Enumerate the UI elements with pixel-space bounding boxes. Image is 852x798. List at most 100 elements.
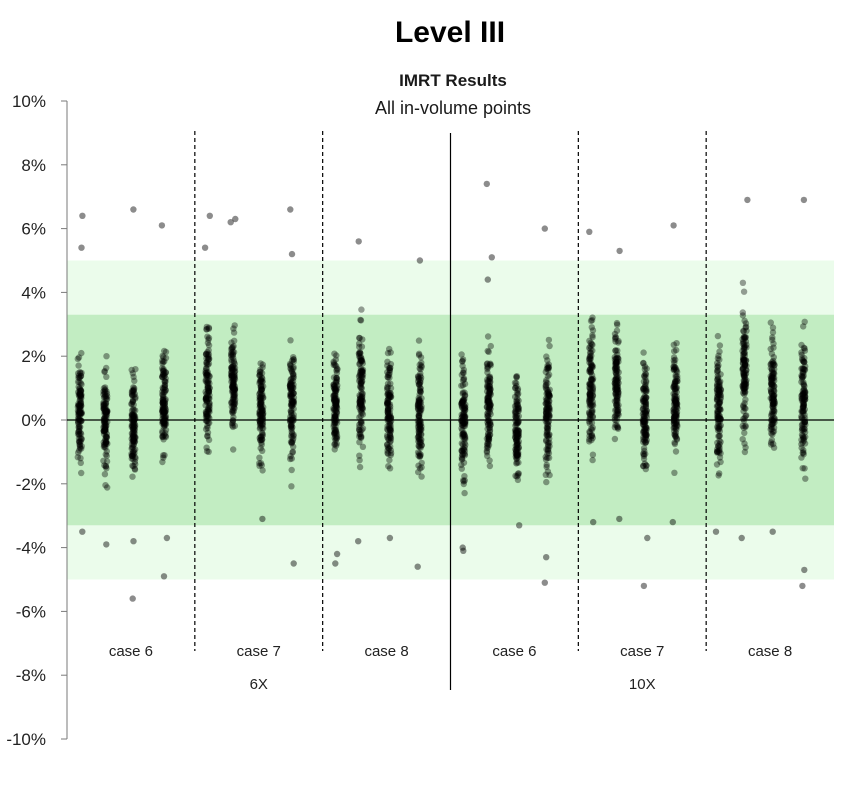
data-point <box>717 394 724 401</box>
data-point <box>228 375 235 382</box>
data-point <box>612 384 619 391</box>
data-point <box>545 364 552 371</box>
data-point <box>741 368 748 376</box>
data-point <box>358 426 365 434</box>
data-point <box>386 374 393 381</box>
data-point <box>130 436 137 443</box>
data-point <box>483 403 491 410</box>
data-point <box>256 396 263 404</box>
data-point <box>670 364 677 371</box>
data-point <box>387 360 395 368</box>
data-point <box>257 433 264 441</box>
data-point <box>203 371 210 379</box>
data-point <box>612 358 619 365</box>
data-point <box>418 426 425 433</box>
data-point <box>386 412 394 419</box>
data-point <box>287 423 295 430</box>
data-point <box>512 409 520 416</box>
data-point <box>358 378 365 385</box>
data-point <box>102 421 109 429</box>
data-point <box>714 446 721 453</box>
data-point <box>418 359 425 366</box>
data-point <box>359 336 366 343</box>
data-point <box>414 378 422 385</box>
data-point <box>769 431 776 438</box>
data-point <box>101 423 108 430</box>
data-point <box>384 405 392 412</box>
data-point <box>334 365 341 372</box>
data-point <box>228 420 236 427</box>
data-point <box>542 395 550 402</box>
data-point <box>742 380 749 388</box>
data-point <box>161 400 168 407</box>
data-point <box>460 420 467 427</box>
data-point <box>801 347 809 354</box>
data-point <box>231 398 239 406</box>
data-point <box>485 414 492 421</box>
data-point <box>384 399 392 406</box>
data-point <box>358 402 366 409</box>
data-point <box>484 365 491 372</box>
data-point <box>673 340 680 347</box>
data-point <box>130 431 138 438</box>
data-point <box>333 412 340 419</box>
data-point <box>288 426 295 433</box>
data-point <box>288 357 296 364</box>
data-point <box>290 358 297 365</box>
data-point <box>288 425 295 432</box>
data-point <box>202 369 209 377</box>
data-point <box>513 433 520 440</box>
data-point <box>287 376 294 384</box>
data-point <box>101 390 109 398</box>
data-point <box>485 382 493 390</box>
data-point <box>160 358 167 365</box>
data-point <box>612 364 619 372</box>
data-point <box>333 397 340 405</box>
data-point <box>461 413 469 421</box>
data-point <box>671 365 678 373</box>
data-point <box>486 424 493 431</box>
data-point <box>771 387 778 395</box>
data-point <box>231 337 238 344</box>
data-point <box>741 386 748 393</box>
data-point <box>102 407 110 415</box>
data-point <box>359 443 367 450</box>
data-point <box>203 351 210 358</box>
data-point <box>741 385 748 392</box>
data-point <box>515 470 522 477</box>
y-tick-label: -6% <box>16 602 46 621</box>
data-point <box>771 402 778 409</box>
data-point <box>331 396 338 403</box>
data-point <box>330 360 338 367</box>
data-point <box>671 382 679 390</box>
outlier-point <box>516 522 523 529</box>
data-point <box>386 425 393 433</box>
data-point <box>670 341 677 348</box>
data-point <box>384 406 392 414</box>
data-point <box>512 384 519 391</box>
data-point <box>204 333 211 340</box>
data-point <box>101 408 109 415</box>
data-point <box>159 407 166 415</box>
data-point <box>798 351 805 358</box>
data-point <box>486 388 493 395</box>
data-point <box>486 401 494 408</box>
data-point <box>331 392 338 399</box>
data-point <box>613 359 621 366</box>
data-point <box>613 386 621 393</box>
data-point <box>258 398 265 406</box>
data-point <box>418 442 425 449</box>
data-point <box>515 412 522 420</box>
data-point <box>160 353 167 361</box>
data-point <box>798 373 806 380</box>
data-point <box>515 433 522 441</box>
outlier-point <box>414 563 421 570</box>
data-point <box>671 393 678 400</box>
outlier-point <box>616 247 623 255</box>
data-point <box>515 427 522 435</box>
data-point <box>483 388 491 395</box>
data-point <box>612 335 619 343</box>
data-point <box>161 403 168 411</box>
data-point <box>461 392 469 399</box>
data-point <box>613 359 620 367</box>
